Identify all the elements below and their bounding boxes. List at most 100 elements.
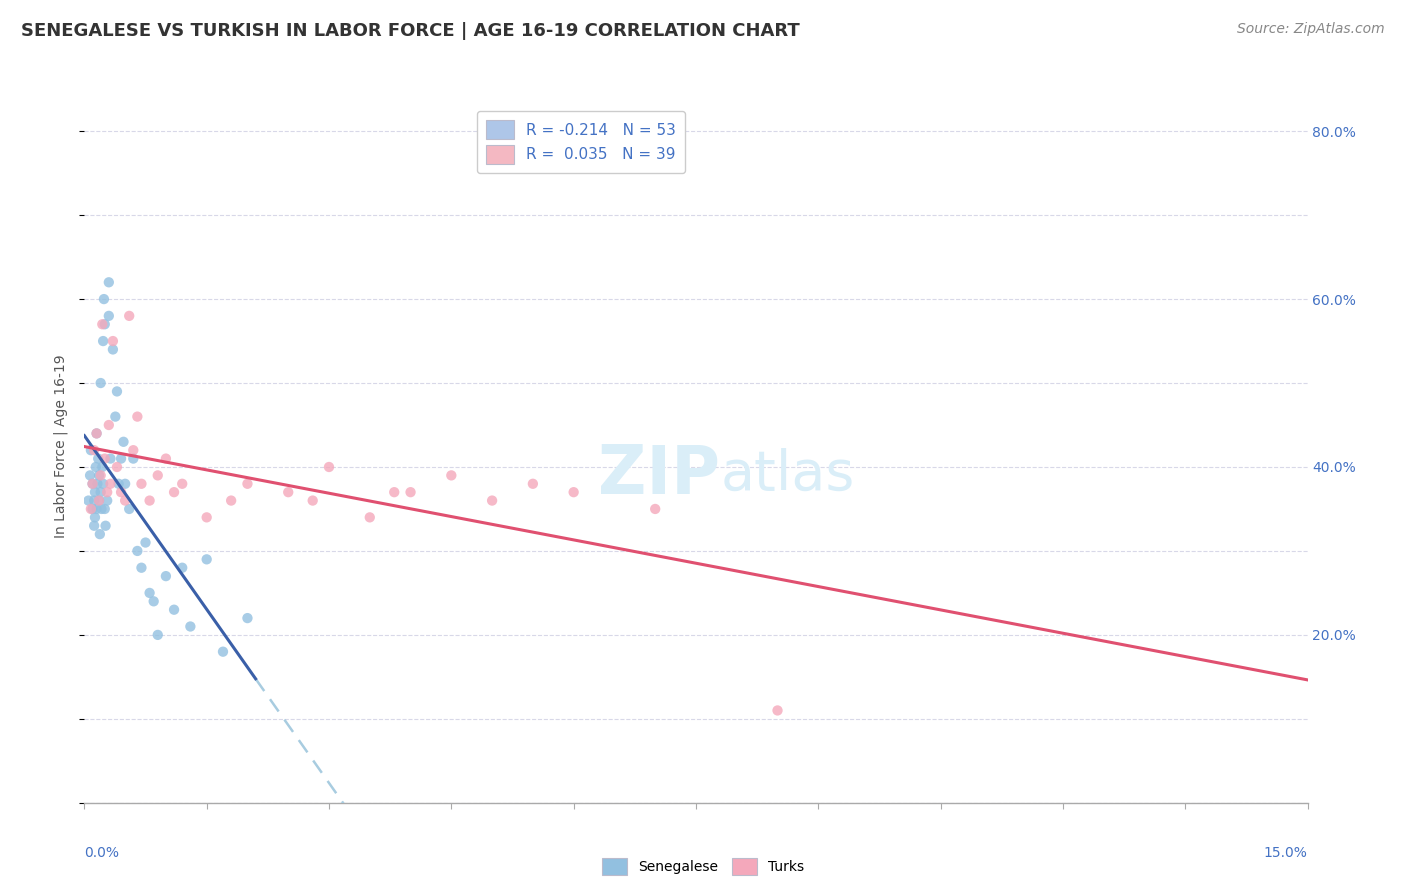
Point: [93, 502, 117, 516]
Point: [97, 417, 120, 432]
Point: [80, 443, 103, 458]
Point: [89, 527, 111, 541]
Point: [522, 476, 544, 491]
Point: [83, 518, 105, 533]
Point: [86, 426, 108, 441]
Point: [195, 510, 218, 524]
Point: [87, 468, 110, 483]
Point: [100, 451, 122, 466]
Point: [83, 493, 105, 508]
Point: [155, 451, 177, 466]
Point: [110, 451, 132, 466]
Point: [91, 476, 114, 491]
Point: [131, 476, 153, 491]
Point: [93, 318, 117, 332]
Text: 0.0%: 0.0%: [84, 846, 120, 860]
Point: [93, 292, 115, 306]
Point: [82, 502, 104, 516]
Point: [122, 443, 145, 458]
Legend: Senegalese, Turks: Senegalese, Turks: [596, 853, 810, 880]
Y-axis label: In Labor Force | Age 16-19: In Labor Force | Age 16-19: [53, 354, 69, 538]
Text: ZIP: ZIP: [599, 442, 720, 508]
Point: [94, 518, 117, 533]
Point: [83, 443, 105, 458]
Point: [122, 451, 145, 466]
Point: [84, 460, 107, 475]
Point: [163, 485, 186, 500]
Point: [219, 493, 242, 508]
Legend: R = -0.214   N = 53, R =  0.035   N = 39: R = -0.214 N = 53, R = 0.035 N = 39: [477, 112, 685, 173]
Point: [82, 476, 104, 491]
Point: [101, 334, 124, 348]
Point: [91, 460, 114, 475]
Point: [77, 493, 100, 508]
Point: [127, 409, 149, 424]
Point: [644, 502, 666, 516]
Point: [114, 476, 136, 491]
Point: [86, 426, 108, 441]
Point: [87, 493, 110, 508]
Point: [399, 485, 422, 500]
Point: [104, 409, 127, 424]
Point: [131, 560, 153, 574]
Point: [97, 309, 120, 323]
Point: [766, 703, 789, 717]
Point: [90, 502, 112, 516]
Point: [84, 510, 107, 524]
Point: [100, 476, 122, 491]
Point: [318, 460, 340, 475]
Point: [118, 309, 141, 323]
Point: [82, 476, 104, 491]
Point: [87, 451, 110, 466]
Point: [110, 485, 132, 500]
Point: [93, 451, 117, 466]
Point: [440, 468, 463, 483]
Point: [146, 468, 169, 483]
Point: [84, 485, 107, 500]
Point: [179, 619, 201, 633]
Point: [212, 645, 235, 659]
Point: [80, 502, 103, 516]
Point: [79, 468, 101, 483]
Point: [172, 560, 194, 574]
Point: [112, 434, 135, 449]
Point: [195, 552, 218, 566]
Point: [382, 485, 405, 500]
Point: [236, 611, 259, 625]
Point: [107, 476, 129, 491]
Point: [97, 275, 120, 289]
Point: [86, 476, 108, 491]
Point: [172, 476, 194, 491]
Point: [118, 502, 141, 516]
Text: atlas: atlas: [720, 448, 855, 501]
Point: [96, 485, 118, 500]
Point: [105, 460, 128, 475]
Point: [91, 334, 114, 348]
Point: [163, 603, 186, 617]
Point: [90, 485, 112, 500]
Point: [90, 468, 112, 483]
Point: [90, 376, 112, 390]
Point: [359, 510, 381, 524]
Point: [142, 594, 165, 608]
Point: [146, 628, 169, 642]
Point: [155, 569, 177, 583]
Text: SENEGALESE VS TURKISH IN LABOR FORCE | AGE 16-19 CORRELATION CHART: SENEGALESE VS TURKISH IN LABOR FORCE | A…: [21, 22, 800, 40]
Point: [101, 343, 124, 357]
Point: [277, 485, 299, 500]
Point: [96, 493, 118, 508]
Point: [87, 493, 110, 508]
Point: [135, 535, 157, 549]
Point: [105, 384, 128, 399]
Point: [301, 493, 323, 508]
Point: [138, 493, 160, 508]
Point: [481, 493, 503, 508]
Point: [236, 476, 259, 491]
Point: [562, 485, 585, 500]
Point: [138, 586, 160, 600]
Point: [114, 493, 136, 508]
Text: Source: ZipAtlas.com: Source: ZipAtlas.com: [1237, 22, 1385, 37]
Point: [86, 502, 108, 516]
Point: [127, 544, 149, 558]
Text: 15.0%: 15.0%: [1264, 846, 1308, 860]
